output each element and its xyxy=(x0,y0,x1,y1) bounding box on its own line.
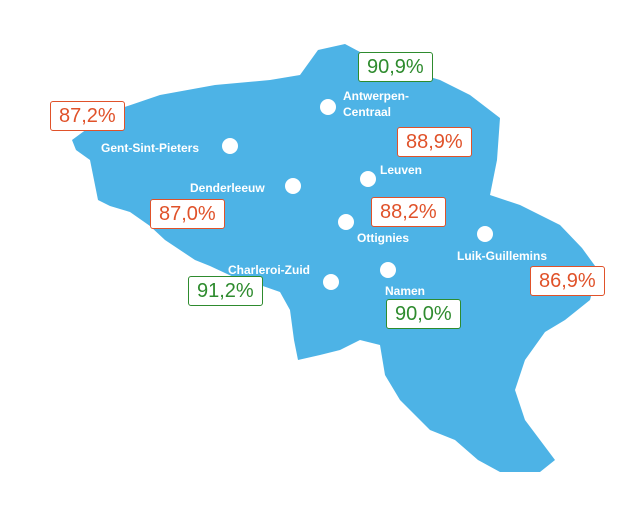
station-dot xyxy=(323,274,339,290)
station-value: 88,9% xyxy=(397,127,472,157)
station-dot xyxy=(285,178,301,194)
station-name: Ottignies xyxy=(357,231,410,245)
station-value: 88,2% xyxy=(371,197,446,227)
station-value: 87,0% xyxy=(150,199,225,229)
station-name: Antwerpen-Centraal xyxy=(343,89,409,119)
station-dot xyxy=(360,171,376,187)
station-name: Luik-Guillemins xyxy=(457,249,548,263)
station-value: 90,0% xyxy=(386,299,461,329)
station-value: 90,9% xyxy=(358,52,433,82)
station-value: 87,2% xyxy=(50,101,125,131)
station-dot xyxy=(477,226,493,242)
station-name: Namen xyxy=(385,284,426,298)
station-dot xyxy=(380,262,396,278)
station-dot xyxy=(222,138,238,154)
station-name: Denderleeuw xyxy=(190,181,265,195)
station-dot xyxy=(338,214,354,230)
station-name: Gent-Sint-Pieters xyxy=(101,141,200,155)
station-name: Leuven xyxy=(380,163,423,177)
station-value: 91,2% xyxy=(188,276,263,306)
station-value: 86,9% xyxy=(530,266,605,296)
station-dot xyxy=(320,99,336,115)
station-name: Charleroi-Zuid xyxy=(228,263,311,277)
